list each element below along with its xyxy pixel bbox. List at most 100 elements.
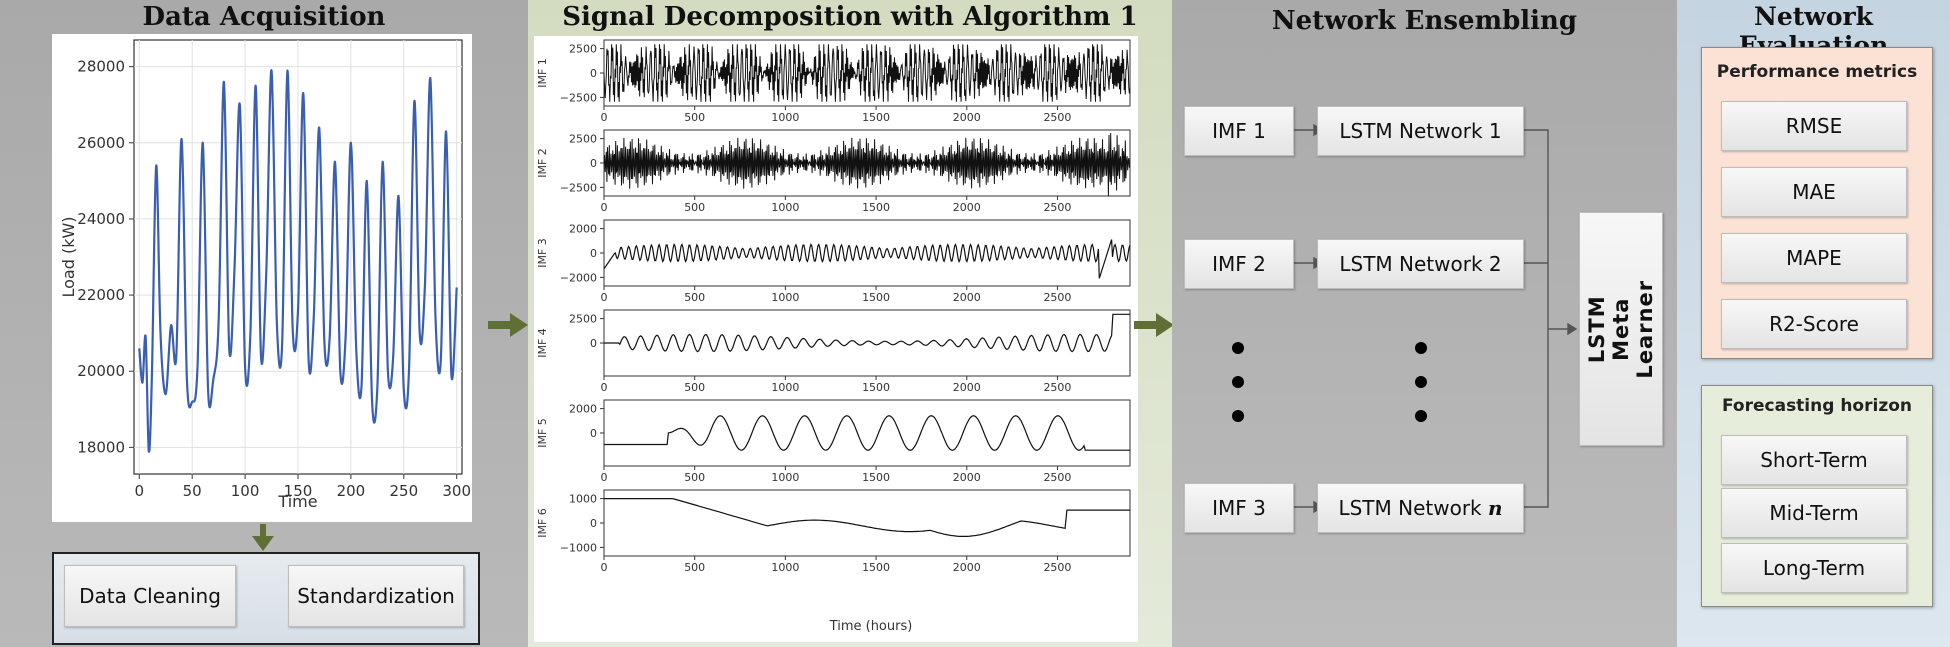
- imf-xtick-label: 0: [601, 381, 608, 394]
- load-ytick-label: 22000: [77, 286, 125, 304]
- imf-ytick-label: 0: [590, 67, 597, 80]
- forecasting-horizon-title: Forecasting horizon: [1722, 396, 1912, 416]
- metric-mape: MAPE: [1721, 233, 1907, 283]
- load-xtick-label: 150: [284, 482, 313, 500]
- imf-xtick-label: 0: [601, 111, 608, 124]
- panel-signal-decomposition: Signal Decomposition with Algorithm 1 25…: [528, 0, 1172, 647]
- imf-ytick-label: −2000: [560, 271, 597, 284]
- imf-xtick-label: 1000: [771, 471, 799, 484]
- imf-xtick-label: 500: [684, 381, 705, 394]
- imf-xtick-label: 0: [601, 291, 608, 304]
- arrow-right-icon: [488, 313, 528, 337]
- imf-xtick-label: 500: [684, 291, 705, 304]
- metric-mae: MAE: [1721, 167, 1907, 217]
- load-xtick-label: 100: [231, 482, 260, 500]
- load-ytick-label: 18000: [77, 438, 125, 456]
- imf-ytick-label: 0: [590, 517, 597, 530]
- imf-xtick-label: 2000: [953, 471, 981, 484]
- lstm-meta-learner: LSTM Meta Learner: [1579, 212, 1663, 446]
- load-series-line: [138, 69, 458, 453]
- imf-xtick-label: 500: [684, 561, 705, 574]
- imf-ytick-label: 0: [590, 427, 597, 440]
- imf-xtick-label: 0: [601, 471, 608, 484]
- imf-1-input: IMF 1: [1184, 106, 1294, 156]
- imf-signal-line: [603, 132, 1131, 197]
- lstm-network-1: LSTM Network 1: [1317, 106, 1524, 156]
- imf-xtick-label: 1500: [862, 561, 890, 574]
- imf-xtick-label: 1000: [771, 291, 799, 304]
- imf-ytick-label: 2500: [569, 43, 597, 56]
- metric-rmse: RMSE: [1721, 101, 1907, 151]
- load-ytick-label: 24000: [77, 210, 125, 228]
- imf-xtick-label: 1500: [862, 201, 890, 214]
- meta-learner-label: LSTM Meta Learner: [1584, 279, 1658, 379]
- imf-xtick-label: 500: [684, 111, 705, 124]
- imf-xlabel: Time (hours): [829, 619, 913, 634]
- metric-r2-score: R2-Score: [1721, 299, 1907, 349]
- imf-xtick-label: 0: [601, 201, 608, 214]
- load-ytick-label: 28000: [77, 58, 125, 76]
- imf-xtick-label: 2000: [953, 381, 981, 394]
- horizon-mid-term: Mid-Term: [1721, 488, 1907, 538]
- load-xlabel: Time: [277, 492, 317, 511]
- imf-xtick-label: 2500: [1043, 111, 1071, 124]
- imf-ytick-label: 2000: [569, 223, 597, 236]
- imf-ytick-label: 0: [590, 337, 597, 350]
- imf-xtick-label: 1000: [771, 111, 799, 124]
- imf-series-label: IMF 4: [536, 328, 549, 358]
- imf-xtick-label: 1500: [862, 111, 890, 124]
- imf-ytick-label: −2500: [560, 91, 597, 104]
- horizon-short-term: Short-Term: [1721, 435, 1907, 485]
- panel-data-acquisition: Data Acquisition 18000 20000 22000 24000 260…: [0, 0, 528, 647]
- panel-title-ensembling: Network Ensembling: [1271, 6, 1578, 36]
- imf-series-label: IMF 5: [536, 418, 549, 448]
- load-xtick-label: 0: [135, 482, 145, 500]
- horizon-long-term: Long-Term: [1721, 543, 1907, 593]
- imf-ytick-label: 2500: [569, 133, 597, 146]
- imf-xtick-label: 2500: [1043, 381, 1071, 394]
- imf-signal-line: [603, 44, 1131, 102]
- panel-title-acquisition: Data Acquisition: [142, 2, 386, 32]
- imf-chart: 2500 0 −2500 IMF 1 0 500 1000 1500 2000 2500 2500 0…: [534, 36, 1138, 642]
- panel-network-evaluation: Network Evaluation Performance metrics R…: [1677, 0, 1950, 647]
- imf-signal-line: [604, 313, 1130, 353]
- imf-ytick-label: 0: [590, 247, 597, 260]
- imf-series-label: IMF 3: [536, 238, 549, 268]
- imf-signal-line: [604, 498, 1130, 537]
- imf-signal-line: [603, 239, 1131, 279]
- load-ylabel: Load (kW): [59, 216, 78, 297]
- imf-ytick-label: 2500: [569, 313, 597, 326]
- load-xtick-label: 200: [337, 482, 366, 500]
- load-xtick-label: 50: [183, 482, 202, 500]
- imf-series-label: IMF 2: [536, 148, 549, 178]
- lstm-network-n-index: n: [1488, 496, 1503, 520]
- imf-ytick-label: −2500: [560, 181, 597, 194]
- imf-xtick-label: 0: [601, 561, 608, 574]
- imf-xtick-label: 1000: [771, 201, 799, 214]
- arrow-down-icon: [252, 524, 274, 551]
- imf-xtick-label: 2000: [953, 561, 981, 574]
- standardization-step: Standardization: [288, 565, 464, 627]
- lstm-network-2: LSTM Network 2: [1317, 239, 1524, 289]
- imf-xtick-label: 2500: [1043, 291, 1071, 304]
- imf-xtick-label: 1500: [862, 471, 890, 484]
- performance-metrics-title: Performance metrics: [1716, 62, 1918, 82]
- imf-xtick-label: 1500: [862, 291, 890, 304]
- imf-xtick-label: 2000: [953, 291, 981, 304]
- imf-xtick-label: 500: [684, 471, 705, 484]
- imf-2-input: IMF 2: [1184, 239, 1294, 289]
- load-ytick-label: 26000: [77, 134, 125, 152]
- arrow-right-icon: [1134, 313, 1174, 337]
- load-ytick-label: 20000: [77, 362, 125, 380]
- imf-signal-line: [604, 415, 1130, 451]
- imf-ytick-label: 1000: [569, 493, 597, 506]
- lstm-network-n-label: LSTM Network: [1338, 496, 1482, 520]
- panel-network-ensembling: Network Ensembling IMF 1 LSTM Network 1 …: [1172, 0, 1677, 647]
- imf-3-input: IMF 3: [1184, 483, 1294, 533]
- ensemble-connectors: [1232, 123, 1578, 514]
- imf-xtick-label: 1500: [862, 381, 890, 394]
- imf-xtick-label: 2000: [953, 111, 981, 124]
- imf-xtick-label: 2500: [1043, 471, 1071, 484]
- imf-xtick-label: 1000: [771, 561, 799, 574]
- load-xtick-label: 300: [442, 482, 471, 500]
